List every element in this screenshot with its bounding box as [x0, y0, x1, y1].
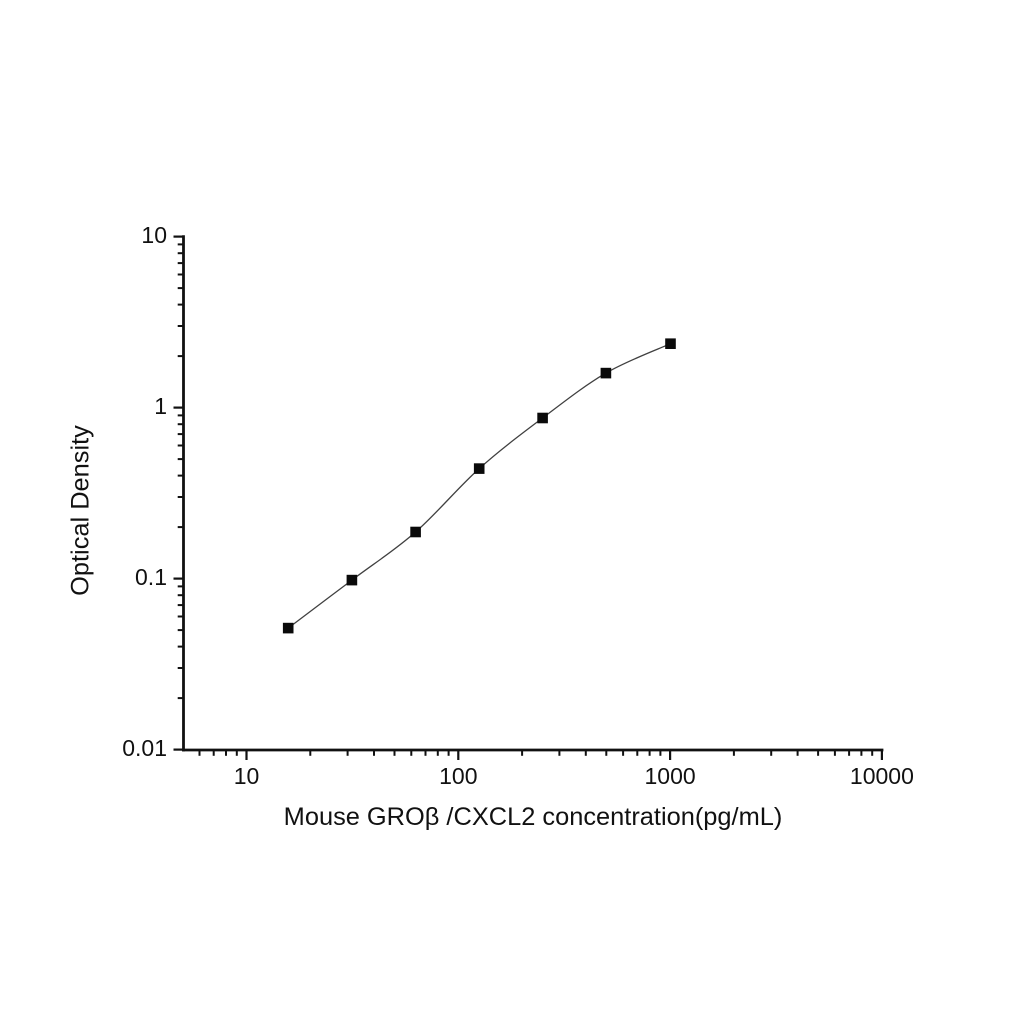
- svg-text:10000: 10000: [850, 763, 914, 789]
- svg-text:Optical Density: Optical Density: [67, 425, 95, 596]
- svg-text:0.01: 0.01: [122, 735, 167, 761]
- svg-text:10: 10: [234, 763, 260, 789]
- svg-text:Mouse GROβ /CXCL2 concentratio: Mouse GROβ /CXCL2 concentration(pg/mL): [284, 803, 783, 831]
- svg-text:100: 100: [439, 763, 477, 789]
- svg-text:0.1: 0.1: [135, 564, 167, 590]
- svg-text:1: 1: [154, 393, 167, 419]
- svg-text:10: 10: [141, 222, 167, 248]
- svg-text:1000: 1000: [645, 763, 696, 789]
